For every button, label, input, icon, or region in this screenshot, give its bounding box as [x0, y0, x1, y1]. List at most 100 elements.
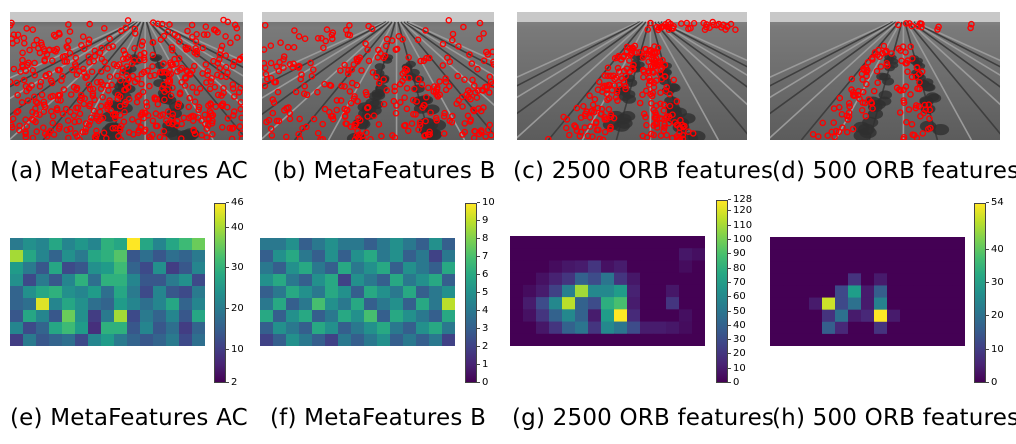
heatmap-cell [926, 333, 940, 346]
heatmap-2500-orb [510, 236, 705, 346]
heatmap-cell [848, 273, 862, 286]
heatmap-cell [900, 309, 914, 323]
caption-g: (g) 2500 ORB features [512, 405, 775, 431]
heatmap-cell [312, 298, 326, 311]
heatmap-cell [325, 238, 339, 251]
heatmap-cell [351, 334, 365, 346]
heatmap-cell [127, 298, 141, 311]
heatmap-cell [809, 321, 823, 335]
heatmap-cell [874, 273, 888, 286]
heatmap-cell [887, 261, 901, 274]
heatmap-cell [286, 250, 300, 263]
heatmap-cell [536, 321, 550, 335]
heatmap-cell [166, 250, 180, 263]
heatmap-cell [325, 262, 339, 275]
heatmap-cell [848, 237, 862, 250]
heatmap-cell [36, 286, 50, 299]
heatmap-cell [796, 297, 810, 311]
heatmap-cell [952, 273, 965, 286]
heatmap-cell [140, 250, 154, 263]
heatmap-cell [913, 237, 927, 250]
heatmap-cell [114, 334, 128, 346]
heatmap-cell [273, 286, 287, 299]
heatmap-cell [192, 322, 205, 335]
heatmap-cell [640, 297, 654, 310]
heatmap-cell [299, 238, 313, 251]
colorbar-tick-label: 60 [728, 291, 746, 303]
heatmap-cell [861, 333, 875, 346]
heatmap-cell [403, 262, 417, 275]
heatmap-cell [614, 236, 628, 249]
colorbar-2500-orb [716, 200, 728, 383]
heatmap-cell [351, 286, 365, 299]
heatmap-cell [939, 297, 953, 311]
heatmap-cell [416, 334, 430, 346]
heatmap-cell [640, 236, 654, 249]
heatmap-cell [325, 274, 339, 287]
heatmap-cell [299, 286, 313, 299]
heatmap-cell [575, 260, 589, 274]
heatmap-cell [783, 309, 797, 323]
heatmap-cell [848, 261, 862, 274]
heatmap-cell [666, 248, 680, 261]
heatmap-cell [153, 298, 167, 311]
heatmap-cell [536, 309, 550, 323]
heatmap-cell [338, 238, 352, 251]
heatmap-cell [114, 286, 128, 299]
heatmap-cell [442, 286, 455, 299]
heatmap-cell [627, 248, 641, 261]
heatmap-cell [939, 261, 953, 274]
heatmap-cell [562, 284, 576, 298]
heatmap-cell [140, 298, 154, 311]
heatmap-cell [952, 285, 965, 299]
heatmap-cell [88, 274, 102, 287]
colorbar-tick-label: 30 [728, 334, 746, 346]
heatmap-cell [614, 297, 628, 310]
heatmap-cell [75, 250, 89, 263]
colorbar-tick-label: 30 [986, 277, 1004, 288]
heatmap-cell [822, 249, 836, 262]
heatmap-cell [549, 297, 563, 310]
heatmap-cell [900, 297, 914, 311]
colorbar-tick-label: 100 [727, 234, 753, 246]
heatmap-cell [913, 261, 927, 274]
heatmap-cell [627, 333, 641, 346]
heatmap-cell [192, 274, 205, 287]
heatmap-cell [627, 272, 641, 286]
heatmap-cell [153, 286, 167, 299]
heatmap-cell [666, 297, 680, 310]
heatmap-cell [510, 321, 524, 335]
heatmap-cell [23, 310, 37, 323]
heatmap-cell [377, 286, 391, 299]
heatmap-cell [429, 250, 443, 263]
heatmap-cell [588, 321, 602, 335]
heatmap-cell [153, 262, 167, 275]
heatmap-cell [36, 238, 50, 251]
colorbar-tick-label: 10 [477, 197, 495, 208]
heatmap-cell [679, 333, 693, 346]
heatmap-cell [166, 238, 180, 251]
heatmap-cell [338, 298, 352, 311]
heatmap-cell [627, 236, 641, 249]
heatmap-cell [666, 284, 680, 298]
heatmap-cell [939, 321, 953, 335]
heatmap-cell [312, 250, 326, 263]
heatmap-cell [62, 310, 76, 323]
heatmap-cell [75, 286, 89, 299]
heatmap-cell [338, 334, 352, 346]
heatmap-cell [88, 262, 102, 275]
heatmap-cell [286, 274, 300, 287]
heatmap-cell [273, 238, 287, 251]
colorbar-tick-label: 9 [476, 215, 489, 226]
heatmap-cell [351, 298, 365, 311]
heatmap-cell [627, 321, 641, 335]
heatmap-cell [614, 309, 628, 323]
heatmap-cell [127, 274, 141, 287]
heatmap-cell [442, 334, 455, 346]
heatmap-cell [299, 274, 313, 287]
heatmap-cell [679, 260, 693, 274]
heatmap-cell [351, 262, 365, 275]
heatmap-cell [913, 273, 927, 286]
heatmap-cell [874, 285, 888, 299]
heatmap-cell [179, 274, 193, 287]
